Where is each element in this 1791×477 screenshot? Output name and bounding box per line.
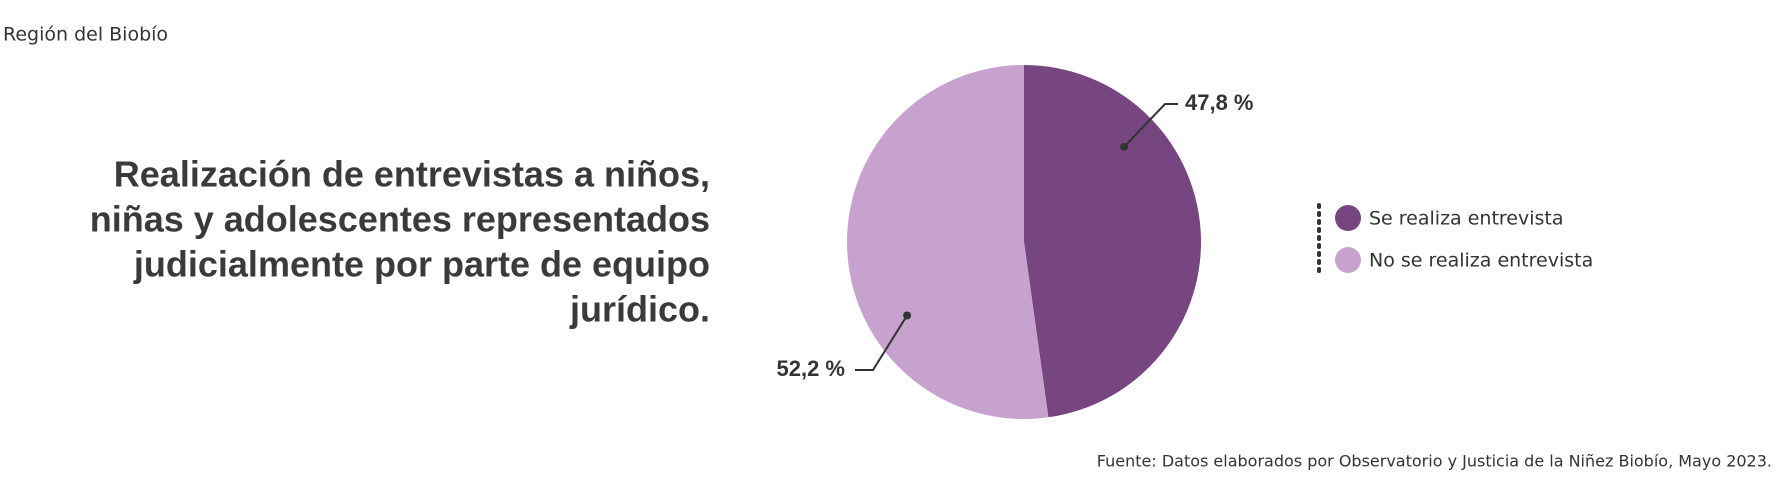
source: Fuente: Datos elaborados por Observatori… [1097,452,1772,471]
legend-label: No se realiza entrevista [1369,250,1593,272]
leader-line [1123,103,1178,148]
chart-title: judicialmente por parte de equipo [133,244,710,285]
pie-slice [1024,65,1202,418]
chart-title: Realización de entrevistas a niños, [114,154,710,195]
legend-label: Se realiza entrevista [1369,208,1564,230]
legend-swatch [1335,247,1361,273]
chart-title: jurídico. [569,289,710,330]
value-label: 52,2 % [777,356,846,381]
leader-line [855,314,908,371]
subtitle: Región del Biobío [3,24,168,46]
chart-title: niñas y adolescentes representados [90,199,710,240]
legend-swatch [1335,205,1361,231]
pie-slice [847,65,1049,419]
value-label: 47,8 % [1185,90,1254,115]
